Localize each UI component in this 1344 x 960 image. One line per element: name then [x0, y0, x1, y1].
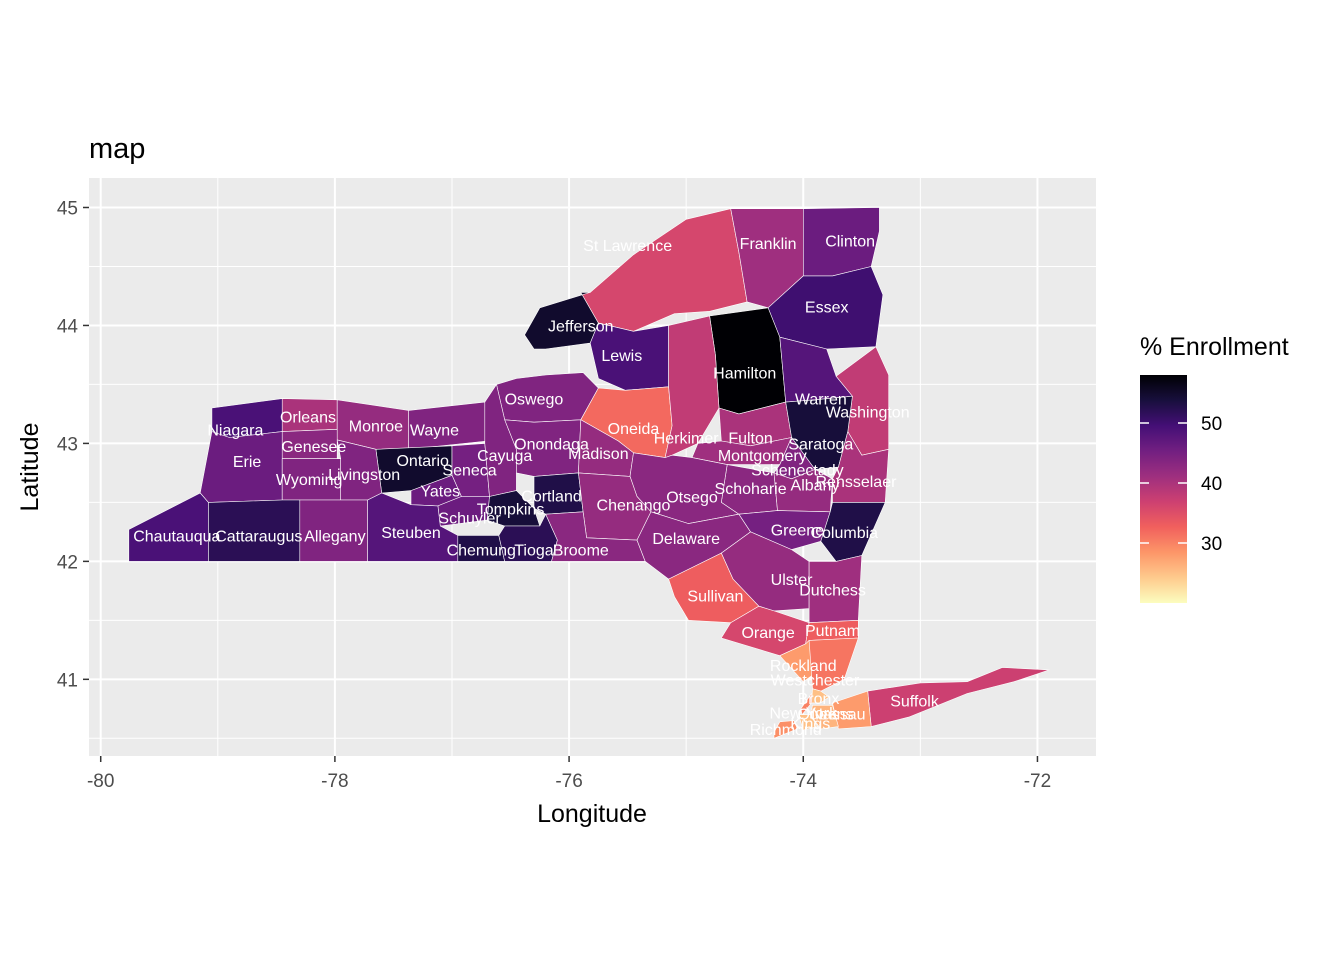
x-axis-ticks: -80 -78 -76 -74 -72 [87, 756, 1051, 792]
legend-ticks: 30 40 50 [1140, 414, 1222, 555]
county-herkimer [664, 315, 720, 458]
y-axis-title: Latitude [16, 423, 44, 512]
county-label-orleans: Orleans [280, 409, 336, 426]
county-label-lewis: Lewis [601, 348, 642, 365]
county-label-erie: Erie [233, 454, 262, 471]
county-label-bronx: Bronx [798, 691, 840, 708]
county-label-albany: Albany [791, 478, 840, 495]
county-label-putnam: Putnam [805, 623, 860, 640]
county-label-ontario: Ontario [396, 453, 449, 470]
county-label-chenango: Chenango [597, 498, 671, 515]
county-labels: St Lawrence Franklin Clinton Essex Jefferson… [133, 234, 940, 739]
county-richmond [773, 720, 798, 739]
county-westchester [808, 637, 859, 692]
county-label-westchester: Westchester [771, 672, 860, 689]
y-tick-label: 43 [57, 434, 78, 455]
county-label-cortland: Cortland [521, 488, 581, 505]
county-suffolk [867, 667, 1050, 727]
county-label-allegany: Allegany [304, 528, 365, 545]
county-label-washington: Washington [826, 405, 910, 422]
county-label-queens: Queens [797, 707, 853, 724]
county-hamilton [709, 307, 786, 415]
county-polygons [128, 207, 1050, 739]
county-label-otsego: Otsego [666, 489, 718, 506]
county-label-franklin: Franklin [740, 236, 797, 253]
county-label-kings: Kings [790, 716, 830, 733]
x-tick-label: -78 [321, 771, 348, 792]
legend-break-label: 50 [1201, 414, 1222, 435]
county-label-rensselaer: Rensselaer [815, 474, 897, 491]
county-label-columbia: Columbia [810, 525, 878, 542]
county-rockland [779, 640, 816, 682]
county-label-delaware: Delaware [652, 531, 720, 548]
y-tick-label: 45 [57, 198, 78, 219]
county-label-herkimer: Herkimer [654, 431, 720, 448]
legend-title: % Enrollment [1140, 333, 1289, 361]
plot-title: map [89, 133, 145, 165]
county-label-clinton: Clinton [825, 234, 875, 251]
county-label-fulton: Fulton [728, 431, 772, 448]
county-label-tompkins: Tompkins [477, 501, 545, 518]
county-label-suffolk: Suffolk [890, 694, 940, 711]
y-tick-label: 41 [57, 670, 78, 691]
county-label-warren: Warren [795, 392, 847, 409]
y-tick-label: 42 [57, 552, 78, 573]
x-tick-label: -72 [1024, 771, 1051, 792]
county-label-sullivan: Sullivan [687, 589, 743, 606]
legend-colorbar [1140, 375, 1187, 603]
county-label-saratoga: Saratoga [788, 436, 853, 453]
county-label-schoharie: Schoharie [715, 481, 787, 498]
county-label-livingston: Livingston [328, 467, 400, 484]
x-tick-label: -74 [790, 771, 818, 792]
county-queens [810, 705, 839, 730]
county-label-richmond: Richmond [750, 722, 822, 739]
county-label-oneida: Oneida [608, 421, 660, 438]
county-label-greene: Greene [771, 523, 824, 540]
county-label-hamilton: Hamilton [713, 366, 776, 383]
county-label-yates: Yates [420, 484, 460, 501]
county-label-schuyler: Schuyler [438, 511, 501, 528]
county-label-tioga: Tioga [514, 543, 554, 560]
x-axis-title: Longitude [537, 800, 647, 828]
y-axis-ticks: 41 42 43 44 45 [57, 198, 89, 691]
county-label-chemung: Chemung [447, 543, 516, 560]
county-label-onondaga: Onondaga [514, 436, 589, 453]
county-label-wayne: Wayne [410, 422, 459, 439]
county-label-orange: Orange [741, 625, 794, 642]
county-label-schenectady: Schenectady [751, 462, 844, 479]
legend-break-label: 40 [1201, 474, 1222, 495]
county-label-st-lawrence: St Lawrence [583, 238, 672, 255]
x-tick-label: -80 [87, 771, 114, 792]
county-label-broome: Broome [553, 543, 609, 560]
county-label-cayuga: Cayuga [477, 448, 532, 465]
county-label-cattaraugus: Cattaraugus [215, 528, 302, 545]
county-label-seneca: Seneca [442, 462, 496, 479]
county-label-dutchess: Dutchess [799, 583, 866, 600]
county-label-ulster: Ulster [771, 572, 813, 589]
county-label-madison: Madison [568, 446, 628, 463]
county-label-essex: Essex [805, 300, 849, 317]
county-label-montgomery: Montgomery [718, 448, 807, 465]
county-kings [798, 714, 818, 731]
county-label-nassau: Nassau [811, 707, 865, 724]
county-label-monroe: Monroe [349, 419, 403, 436]
county-label-oswego: Oswego [505, 392, 564, 409]
county-label-new-york: New York [769, 705, 838, 722]
county-label-chautauqua: Chautauqua [133, 528, 220, 545]
x-tick-label: -76 [555, 771, 582, 792]
county-label-steuben: Steuben [381, 525, 441, 542]
county-label-rockland: Rockland [770, 658, 837, 675]
county-steuben [367, 492, 459, 562]
legend-break-label: 30 [1201, 534, 1222, 555]
county-label-niagara: Niagara [207, 422, 263, 439]
county-rensselaer [832, 431, 889, 503]
y-tick-label: 44 [57, 316, 79, 337]
county-label-jefferson: Jefferson [548, 318, 614, 335]
county-label-genesee: Genesee [281, 439, 346, 456]
county-label-wyoming: Wyoming [276, 472, 343, 489]
